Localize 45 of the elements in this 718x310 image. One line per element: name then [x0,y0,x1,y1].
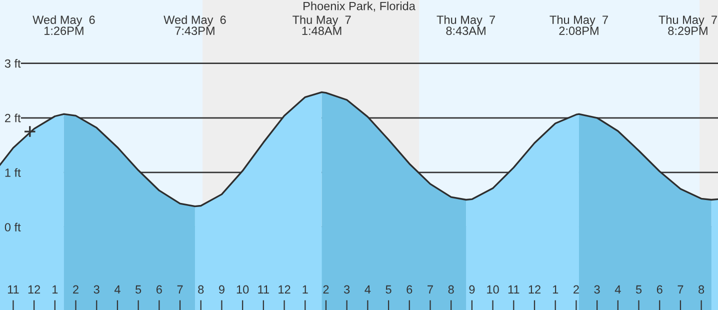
x-tick-label: 7 [428,285,433,294]
x-tick-label: 3 [594,285,600,294]
x-tick-label: 2 [574,285,579,294]
x-tick-label: 7 [177,285,183,294]
x-tick-label: 12 [278,285,290,294]
annotation: Wed May 6 7:43PM [164,15,226,36]
x-tick-label: 4 [614,285,621,294]
x-tick-label: 4 [364,285,371,294]
annotation: Thu May 7 1:48AM [292,15,351,36]
x-tick-label: 1 [52,285,58,294]
x-tick-label: 5 [136,285,142,294]
x-tick-label: 2 [323,285,329,294]
annotation: Thu May 7 8:29PM [658,15,717,36]
x-tick-label: 5 [636,285,642,294]
x-tick-label: 10 [487,285,499,294]
x-tick-label: 8 [198,285,204,294]
x-tick-label: 1 [302,285,308,294]
chart-title: Phoenix Park, Florida [304,2,416,12]
x-tick-label: 7 [678,285,684,294]
annotation: Thu May 7 2:08PM [550,15,608,36]
x-tick-label: 4 [114,285,120,294]
x-tick-label: 11 [258,285,269,294]
x-tick-label: 10 [236,285,249,294]
y-tick-label: 3 ft [4,59,21,68]
x-tick-label: 11 [8,285,19,294]
x-tick-label: 11 [508,285,520,294]
y-tick-label: 0 ft [4,222,21,232]
x-tick-label: 12 [528,285,540,294]
x-tick-label: 12 [28,285,40,294]
x-tick-label: 8 [698,285,704,294]
x-tick-label: 6 [656,285,662,294]
annotation: Wed May 6 1:26PM [32,15,95,36]
x-tick-label: 6 [156,285,162,294]
x-tick-label: 5 [386,285,392,294]
x-tick-label: 6 [406,285,412,294]
x-tick-label: 2 [73,285,78,294]
x-tick-label: 1 [552,285,558,294]
x-tick-label: 3 [94,285,100,294]
y-tick-label: 2 ft [5,114,21,122]
x-tick-label: 3 [344,285,350,294]
x-tick-label: 9 [218,285,224,294]
x-tick-label: 8 [448,285,454,294]
x-tick-label: 9 [469,285,475,294]
annotation: Thu May 7 8:43AM [436,15,495,36]
y-tick-label: 1 ft [5,168,21,177]
